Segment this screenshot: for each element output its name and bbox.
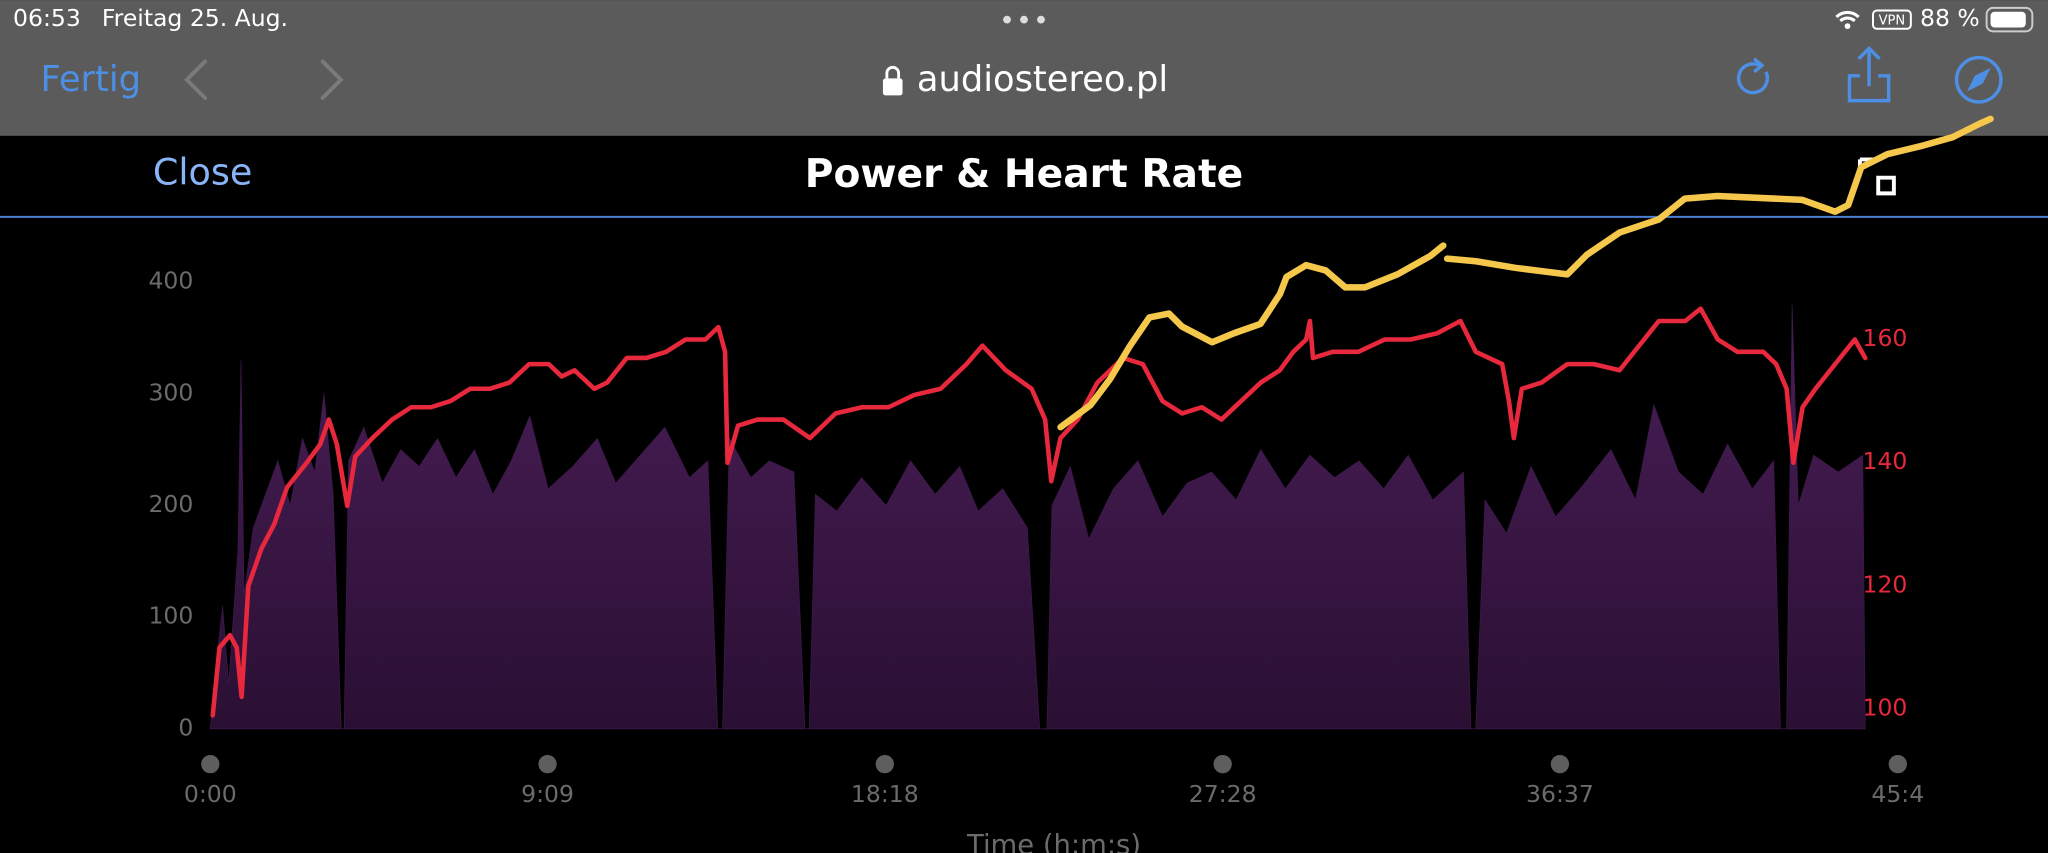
y2-tick-label: 120 [1863, 570, 1908, 598]
close-button[interactable]: Close [153, 150, 253, 193]
forward-button[interactable] [320, 59, 344, 100]
y2-tick-label: 100 [1863, 694, 1908, 722]
x-tick-label: 27:28 [1189, 780, 1257, 808]
vpn: VPN [1879, 13, 1906, 28]
done-button[interactable]: Fertig [40, 59, 141, 100]
back-button[interactable] [184, 59, 208, 100]
y-tick-label: 200 [148, 490, 193, 518]
x-tick-label: 18:18 [851, 780, 919, 808]
x-tick-label: 45:4 [1871, 780, 1924, 808]
x-tick-mark [875, 754, 894, 774]
x-tick-label: 0:00 [184, 780, 237, 808]
x-tick-label: 9:09 [521, 780, 574, 808]
wifi-icon [1835, 10, 1860, 23]
battery-icon [1985, 6, 2034, 33]
y-tick-label: 100 [148, 602, 193, 630]
battery-level: 88 % [1920, 4, 1980, 32]
share-button[interactable] [1847, 45, 1891, 103]
power-area [209, 304, 1866, 730]
y2-tick-label: 140 [1863, 447, 1908, 475]
multitask-dots [1003, 15, 1045, 24]
date: Freitag 25. Aug. [102, 4, 288, 32]
lock-shackle [885, 65, 901, 79]
chart: 0 100 200 300 400 100 120 140 160 0:00 9:09 18:18 27… [148, 267, 1924, 808]
y-tick-label: 300 [148, 378, 193, 406]
y-tick-label: 400 [148, 267, 193, 295]
x-tick-label: 36:37 [1526, 780, 1594, 808]
reload-button[interactable] [1736, 62, 1770, 95]
chart-title: Power & Heart Rate [805, 152, 1243, 197]
vpn-box [1871, 9, 1912, 30]
wifi-dot [1844, 23, 1851, 30]
battery-fill [1990, 11, 2026, 28]
annotation-scribble [1443, 115, 1994, 278]
compass-button[interactable] [1954, 55, 2003, 104]
x-tick-mark [538, 754, 557, 774]
annotation-scribble [1057, 242, 1447, 431]
x-tick-mark [1888, 754, 1907, 774]
url[interactable]: audiostereo.pl [917, 59, 1168, 100]
clock: 06:53 [13, 4, 81, 32]
y2-tick-label: 160 [1863, 324, 1908, 352]
x-tick-mark [1213, 754, 1232, 774]
reload-arrow [1753, 57, 1765, 74]
heart-rate-line [210, 306, 1868, 718]
lock-icon [882, 78, 903, 96]
y-tick-label: 0 [178, 713, 193, 741]
x-axis-title: Time (h:m:s) [966, 830, 1141, 853]
x-tick-mark [201, 754, 220, 774]
compass-needle [1967, 67, 1991, 92]
x-tick-mark [1550, 754, 1570, 774]
